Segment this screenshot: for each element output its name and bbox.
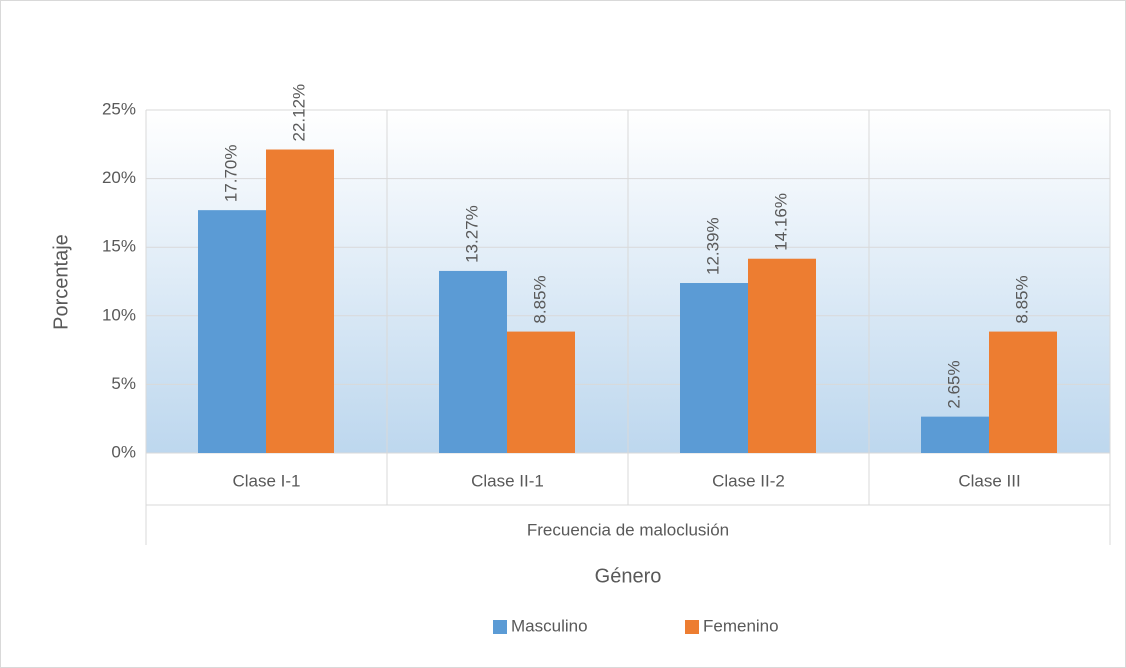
x-tick-label: Clase III (958, 471, 1020, 490)
bar (439, 270, 507, 453)
legend-label: Femenino (703, 616, 779, 635)
value-label: 17.70% (221, 144, 240, 202)
x-tick-label: Clase II-1 (471, 471, 544, 490)
value-label: 12.39% (703, 217, 722, 275)
legend-swatch (685, 620, 699, 634)
bar (921, 416, 989, 453)
legend-swatch (493, 620, 507, 634)
value-label: 2.65% (944, 360, 963, 408)
value-label: 8.85% (1012, 275, 1031, 323)
legend-label: Masculino (511, 616, 588, 635)
y-tick-label: 0% (111, 442, 136, 461)
y-tick-label: 5% (111, 374, 136, 393)
value-label: 22.12% (289, 84, 308, 142)
x-tick-label: Clase I-1 (232, 471, 300, 490)
bar (507, 331, 575, 453)
value-label: 8.85% (530, 275, 549, 323)
bar (266, 149, 334, 453)
bar (680, 283, 748, 453)
value-label: 13.27% (462, 205, 481, 263)
x-tick-label: Clase II-2 (712, 471, 785, 490)
y-tick-label: 10% (102, 305, 136, 324)
bar (198, 210, 266, 453)
x-axis-title: Género (595, 565, 662, 587)
bar (989, 331, 1057, 453)
group-label: Frecuencia de maloclusión (527, 520, 729, 539)
y-tick-label: 25% (102, 99, 136, 118)
value-label: 14.16% (771, 193, 790, 251)
y-tick-label: 15% (102, 237, 136, 256)
bar (748, 258, 816, 453)
y-axis-title: Porcentaje (50, 234, 72, 330)
y-tick-label: 20% (102, 168, 136, 187)
